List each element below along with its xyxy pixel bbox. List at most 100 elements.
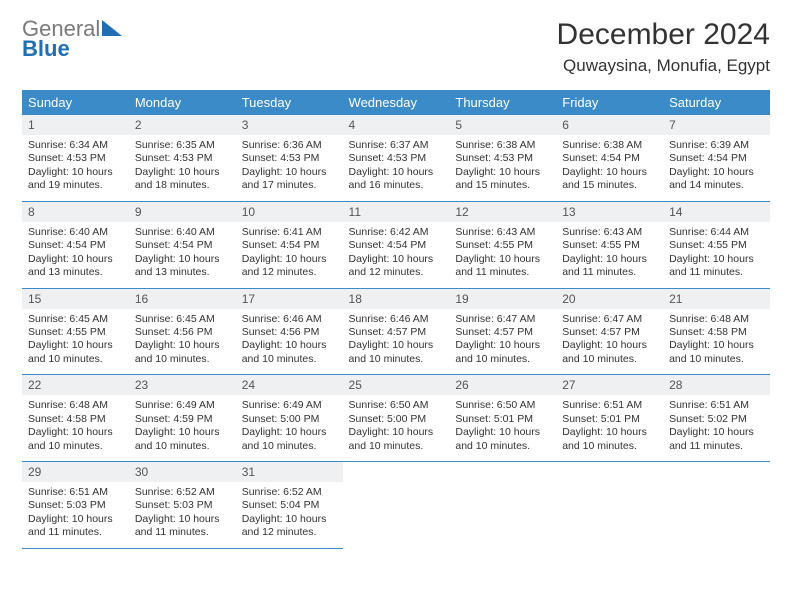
day-detail: Sunrise: 6:51 AMSunset: 5:03 PMDaylight:… — [22, 482, 129, 548]
day-number: 27 — [556, 375, 663, 395]
calendar-week-row: 22Sunrise: 6:48 AMSunset: 4:58 PMDayligh… — [22, 375, 770, 462]
calendar-table: SundayMondayTuesdayWednesdayThursdayFrid… — [22, 90, 770, 549]
calendar-cell: 13Sunrise: 6:43 AMSunset: 4:55 PMDayligh… — [556, 201, 663, 288]
weekday-header: Tuesday — [236, 90, 343, 115]
logo-word-2: Blue — [22, 38, 122, 60]
day-detail: Sunrise: 6:36 AMSunset: 4:53 PMDaylight:… — [236, 135, 343, 201]
calendar-cell: 27Sunrise: 6:51 AMSunset: 5:01 PMDayligh… — [556, 375, 663, 462]
day-detail: Sunrise: 6:43 AMSunset: 4:55 PMDaylight:… — [556, 222, 663, 288]
day-number: 1 — [22, 115, 129, 135]
day-number: 5 — [449, 115, 556, 135]
weekday-header: Sunday — [22, 90, 129, 115]
day-number: 10 — [236, 202, 343, 222]
calendar-cell: 30Sunrise: 6:52 AMSunset: 5:03 PMDayligh… — [129, 462, 236, 549]
calendar-cell: 5Sunrise: 6:38 AMSunset: 4:53 PMDaylight… — [449, 115, 556, 201]
location-text: Quwaysina, Monufia, Egypt — [557, 56, 770, 76]
day-number: 12 — [449, 202, 556, 222]
day-detail: Sunrise: 6:51 AMSunset: 5:02 PMDaylight:… — [663, 395, 770, 461]
calendar-cell: 2Sunrise: 6:35 AMSunset: 4:53 PMDaylight… — [129, 115, 236, 201]
day-detail: Sunrise: 6:35 AMSunset: 4:53 PMDaylight:… — [129, 135, 236, 201]
calendar-cell: 6Sunrise: 6:38 AMSunset: 4:54 PMDaylight… — [556, 115, 663, 201]
calendar-body: 1Sunrise: 6:34 AMSunset: 4:53 PMDaylight… — [22, 115, 770, 548]
day-number: 26 — [449, 375, 556, 395]
calendar-cell-empty — [343, 462, 450, 549]
day-number: 18 — [343, 289, 450, 309]
day-detail: Sunrise: 6:46 AMSunset: 4:57 PMDaylight:… — [343, 309, 450, 375]
day-number: 30 — [129, 462, 236, 482]
title-block: December 2024 Quwaysina, Monufia, Egypt — [557, 18, 770, 76]
day-detail: Sunrise: 6:49 AMSunset: 5:00 PMDaylight:… — [236, 395, 343, 461]
day-detail: Sunrise: 6:40 AMSunset: 4:54 PMDaylight:… — [129, 222, 236, 288]
day-detail: Sunrise: 6:48 AMSunset: 4:58 PMDaylight:… — [663, 309, 770, 375]
day-detail: Sunrise: 6:42 AMSunset: 4:54 PMDaylight:… — [343, 222, 450, 288]
calendar-cell: 15Sunrise: 6:45 AMSunset: 4:55 PMDayligh… — [22, 288, 129, 375]
day-detail: Sunrise: 6:38 AMSunset: 4:54 PMDaylight:… — [556, 135, 663, 201]
weekday-header-row: SundayMondayTuesdayWednesdayThursdayFrid… — [22, 90, 770, 115]
day-detail: Sunrise: 6:50 AMSunset: 5:00 PMDaylight:… — [343, 395, 450, 461]
day-number: 15 — [22, 289, 129, 309]
calendar-cell: 21Sunrise: 6:48 AMSunset: 4:58 PMDayligh… — [663, 288, 770, 375]
day-number: 8 — [22, 202, 129, 222]
weekday-header: Monday — [129, 90, 236, 115]
calendar-cell: 3Sunrise: 6:36 AMSunset: 4:53 PMDaylight… — [236, 115, 343, 201]
day-detail: Sunrise: 6:43 AMSunset: 4:55 PMDaylight:… — [449, 222, 556, 288]
day-number: 29 — [22, 462, 129, 482]
weekday-header: Thursday — [449, 90, 556, 115]
day-detail: Sunrise: 6:37 AMSunset: 4:53 PMDaylight:… — [343, 135, 450, 201]
day-detail: Sunrise: 6:40 AMSunset: 4:54 PMDaylight:… — [22, 222, 129, 288]
logo-sail-icon — [102, 20, 122, 40]
calendar-cell: 1Sunrise: 6:34 AMSunset: 4:53 PMDaylight… — [22, 115, 129, 201]
calendar-cell: 9Sunrise: 6:40 AMSunset: 4:54 PMDaylight… — [129, 201, 236, 288]
day-detail: Sunrise: 6:44 AMSunset: 4:55 PMDaylight:… — [663, 222, 770, 288]
day-number: 6 — [556, 115, 663, 135]
day-detail: Sunrise: 6:47 AMSunset: 4:57 PMDaylight:… — [556, 309, 663, 375]
day-number: 24 — [236, 375, 343, 395]
calendar-cell: 18Sunrise: 6:46 AMSunset: 4:57 PMDayligh… — [343, 288, 450, 375]
day-detail: Sunrise: 6:47 AMSunset: 4:57 PMDaylight:… — [449, 309, 556, 375]
day-number: 22 — [22, 375, 129, 395]
day-number: 21 — [663, 289, 770, 309]
calendar-cell: 26Sunrise: 6:50 AMSunset: 5:01 PMDayligh… — [449, 375, 556, 462]
calendar-cell: 20Sunrise: 6:47 AMSunset: 4:57 PMDayligh… — [556, 288, 663, 375]
day-number: 23 — [129, 375, 236, 395]
day-number: 3 — [236, 115, 343, 135]
day-number: 11 — [343, 202, 450, 222]
day-detail: Sunrise: 6:45 AMSunset: 4:56 PMDaylight:… — [129, 309, 236, 375]
day-detail: Sunrise: 6:45 AMSunset: 4:55 PMDaylight:… — [22, 309, 129, 375]
day-number: 20 — [556, 289, 663, 309]
day-number: 16 — [129, 289, 236, 309]
calendar-cell: 8Sunrise: 6:40 AMSunset: 4:54 PMDaylight… — [22, 201, 129, 288]
day-detail: Sunrise: 6:41 AMSunset: 4:54 PMDaylight:… — [236, 222, 343, 288]
day-detail: Sunrise: 6:50 AMSunset: 5:01 PMDaylight:… — [449, 395, 556, 461]
calendar-cell: 4Sunrise: 6:37 AMSunset: 4:53 PMDaylight… — [343, 115, 450, 201]
calendar-cell-empty — [663, 462, 770, 549]
day-detail: Sunrise: 6:38 AMSunset: 4:53 PMDaylight:… — [449, 135, 556, 201]
calendar-cell: 29Sunrise: 6:51 AMSunset: 5:03 PMDayligh… — [22, 462, 129, 549]
calendar-cell: 24Sunrise: 6:49 AMSunset: 5:00 PMDayligh… — [236, 375, 343, 462]
day-number: 9 — [129, 202, 236, 222]
day-number: 25 — [343, 375, 450, 395]
calendar-cell: 10Sunrise: 6:41 AMSunset: 4:54 PMDayligh… — [236, 201, 343, 288]
calendar-cell: 31Sunrise: 6:52 AMSunset: 5:04 PMDayligh… — [236, 462, 343, 549]
day-number: 2 — [129, 115, 236, 135]
weekday-header: Saturday — [663, 90, 770, 115]
calendar-cell: 12Sunrise: 6:43 AMSunset: 4:55 PMDayligh… — [449, 201, 556, 288]
day-detail: Sunrise: 6:48 AMSunset: 4:58 PMDaylight:… — [22, 395, 129, 461]
day-detail: Sunrise: 6:39 AMSunset: 4:54 PMDaylight:… — [663, 135, 770, 201]
calendar-cell: 19Sunrise: 6:47 AMSunset: 4:57 PMDayligh… — [449, 288, 556, 375]
day-number: 28 — [663, 375, 770, 395]
day-number: 17 — [236, 289, 343, 309]
calendar-week-row: 15Sunrise: 6:45 AMSunset: 4:55 PMDayligh… — [22, 288, 770, 375]
calendar-week-row: 29Sunrise: 6:51 AMSunset: 5:03 PMDayligh… — [22, 462, 770, 549]
calendar-cell: 7Sunrise: 6:39 AMSunset: 4:54 PMDaylight… — [663, 115, 770, 201]
day-detail: Sunrise: 6:52 AMSunset: 5:03 PMDaylight:… — [129, 482, 236, 548]
calendar-cell: 11Sunrise: 6:42 AMSunset: 4:54 PMDayligh… — [343, 201, 450, 288]
weekday-header: Wednesday — [343, 90, 450, 115]
calendar-cell: 23Sunrise: 6:49 AMSunset: 4:59 PMDayligh… — [129, 375, 236, 462]
calendar-cell: 28Sunrise: 6:51 AMSunset: 5:02 PMDayligh… — [663, 375, 770, 462]
day-number: 7 — [663, 115, 770, 135]
month-title: December 2024 — [557, 18, 770, 52]
calendar-week-row: 8Sunrise: 6:40 AMSunset: 4:54 PMDaylight… — [22, 201, 770, 288]
day-detail: Sunrise: 6:46 AMSunset: 4:56 PMDaylight:… — [236, 309, 343, 375]
day-number: 19 — [449, 289, 556, 309]
